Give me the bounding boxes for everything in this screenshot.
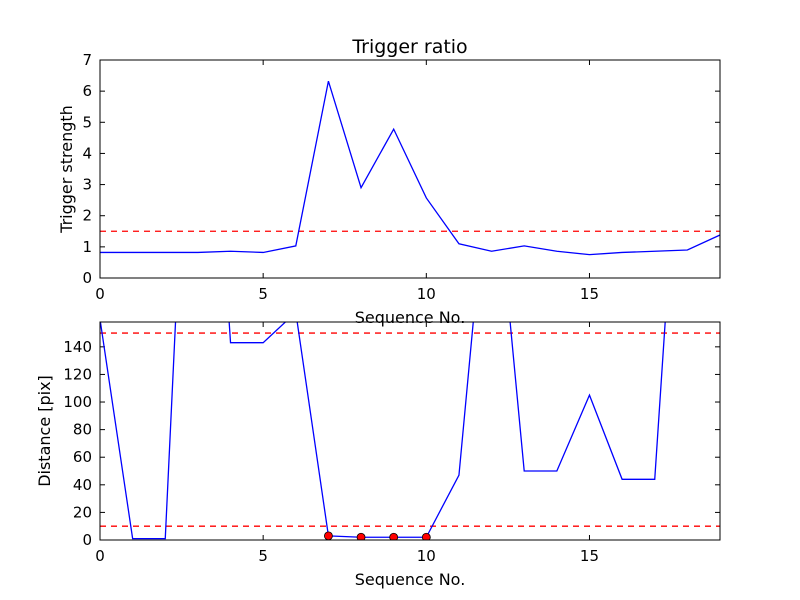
- y-axis-label: Trigger strength: [57, 105, 76, 234]
- data-point-marker: [421, 532, 431, 540]
- y-tick-label: 40: [73, 476, 92, 494]
- x-axis-label: Sequence No.: [355, 570, 466, 589]
- plot-area: [100, 322, 720, 540]
- x-axis-label: Sequence No.: [355, 308, 466, 327]
- series-line: [100, 80, 720, 256]
- x-tick-label: 15: [580, 285, 599, 303]
- y-axis-ticks: 0 20 40 60 80 100 120 140: [63, 338, 720, 549]
- x-axis-ticks: 0 5 10 15: [95, 322, 599, 565]
- y-tick-label: 4: [82, 144, 92, 162]
- y-axis-ticks: 0 1 2 3 4 5 6 7: [82, 51, 720, 287]
- y-tick-label: 140: [63, 338, 92, 356]
- data-point-marker: [324, 531, 333, 540]
- y-tick-label: 1: [82, 238, 92, 256]
- y-tick-label: 60: [73, 448, 92, 466]
- y-tick-label: 2: [82, 207, 92, 225]
- data-point-marker: [389, 532, 399, 540]
- x-tick-label: 0: [95, 285, 105, 303]
- y-tick-label: 0: [82, 531, 92, 549]
- y-tick-label: 3: [82, 176, 92, 194]
- x-tick-label: 15: [580, 547, 599, 565]
- data-point-marker: [356, 532, 366, 540]
- y-tick-label: 120: [63, 365, 92, 383]
- x-tick-label: 10: [417, 547, 436, 565]
- x-tick-label: 5: [258, 547, 268, 565]
- y-tick-label: 6: [82, 82, 92, 100]
- x-axis-ticks: 0 5 10 15: [95, 60, 599, 303]
- x-tick-label: 5: [258, 285, 268, 303]
- x-tick-label: 0: [95, 547, 105, 565]
- y-tick-label: 5: [82, 113, 92, 131]
- y-tick-label: 20: [73, 503, 92, 521]
- y-tick-label: 7: [82, 51, 92, 69]
- x-tick-label: 10: [417, 285, 436, 303]
- trigger-ratio-axes: Trigger ratio 0 1 2 3 4 5 6 7 0 5 10 15 Sequence N…: [57, 36, 721, 327]
- y-tick-label: 100: [63, 393, 92, 411]
- series-line: [100, 322, 666, 540]
- chart-title: Trigger ratio: [351, 36, 467, 58]
- distance-axes: 0 20 40 60 80 100 120 140 0 5 10 15 Sequence No. D…: [35, 321, 721, 589]
- y-tick-label: 0: [82, 269, 92, 287]
- axes-frame: [99, 59, 721, 279]
- y-tick-label: 80: [73, 421, 92, 439]
- y-axis-label: Distance [pix]: [35, 375, 54, 487]
- axes-frame: [99, 321, 721, 541]
- plot-area: [100, 80, 720, 256]
